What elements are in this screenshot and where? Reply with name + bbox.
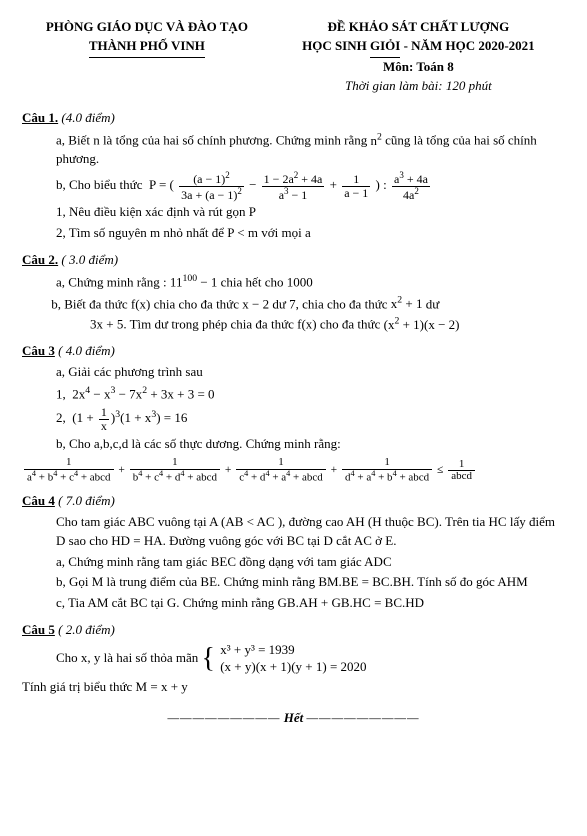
q4-points: ( 7.0 điểm) — [58, 493, 115, 508]
header-right: ĐỀ KHẢO SÁT CHẤT LƯỢNG HỌC SINH GIỎI - N… — [272, 18, 565, 95]
q5-ask: Tính giá trị biểu thức M = x + y — [22, 678, 565, 697]
document-footer: ————————— Hết ————————— — [22, 709, 565, 728]
q5-title: Câu 5 — [22, 622, 55, 637]
q2-b: b, Biết đa thức f(x) chia cho đa thức x … — [56, 294, 565, 334]
q2-points: ( 3.0 điểm) — [61, 252, 118, 267]
q2-title: Câu 2. — [22, 252, 58, 267]
duration: Thời gian làm bài: 120 phút — [272, 77, 565, 96]
q4-p1: Cho tam giác ABC vuông tại A (AB < AC ),… — [22, 513, 565, 551]
q1-b1: 1, Nêu điều kiện xác định và rút gọn P — [22, 203, 565, 222]
q5-given: Cho x, y là hai số thỏa mãn { x³ + y³ = … — [22, 642, 565, 676]
q3-inequality: 1a4 + b4 + c4 + abcd + 1b4 + c4 + d4 + a… — [22, 457, 565, 484]
q5-sys1: x³ + y³ = 1939 — [220, 642, 366, 659]
exam-title-1: ĐỀ KHẢO SÁT CHẤT LƯỢNG — [272, 18, 565, 37]
q2-a: a, Chứng minh rằng : 11100 − 1 chia hết … — [22, 272, 565, 292]
q4-a: a, Chứng minh rằng tam giác BEC đồng dạn… — [22, 553, 565, 572]
issuer-line1: PHÒNG GIÁO DỤC VÀ ĐÀO TẠO — [22, 18, 272, 37]
issuer-city: THÀNH PHỐ VINH — [89, 37, 205, 58]
q1-b2: 2, Tìm số nguyên m nhỏ nhất để P < m với… — [22, 224, 565, 243]
q4-title: Câu 4 — [22, 493, 55, 508]
q1-title: Câu 1. — [22, 110, 58, 125]
q1-points: (4.0 điểm) — [61, 110, 114, 125]
q5-points: ( 2.0 điểm) — [58, 622, 115, 637]
document-header: PHÒNG GIÁO DỤC VÀ ĐÀO TẠO THÀNH PHỐ VINH… — [22, 18, 565, 95]
q1-b: b, Cho biểu thức P = ( (a − 1)23a + (a −… — [22, 171, 565, 201]
question-2: Câu 2. ( 3.0 điểm) a, Chứng minh rằng : … — [22, 251, 565, 334]
q3-title: Câu 3 — [22, 343, 55, 358]
question-1: Câu 1. (4.0 điểm) a, Biết n là tổng của … — [22, 109, 565, 243]
q4-b: b, Gọi M là trung điểm của BE. Chứng min… — [22, 573, 565, 592]
header-left: PHÒNG GIÁO DỤC VÀ ĐÀO TẠO THÀNH PHỐ VINH — [22, 18, 272, 95]
q3-a: a, Giải các phương trình sau — [22, 363, 565, 382]
exam-title-2: HỌC SINH GIỎI - NĂM HỌC 2020-2021 — [272, 37, 565, 58]
q3-eq1: 1, 2x4 − x3 − 7x2 + 3x + 3 = 0 — [22, 384, 565, 404]
q4-c: c, Tia AM cắt BC tại G. Chứng minh rằng … — [22, 594, 565, 613]
q3-b: b, Cho a,b,c,d là các số thực dương. Chứ… — [22, 435, 565, 454]
q5-sys2: (x + y)(x + 1)(y + 1) = 2020 — [220, 659, 366, 676]
subject: Môn: Toán 8 — [272, 58, 565, 77]
question-4: Câu 4 ( 7.0 điểm) Cho tam giác ABC vuông… — [22, 492, 565, 613]
question-5: Câu 5 ( 2.0 điểm) Cho x, y là hai số thỏ… — [22, 621, 565, 696]
q3-points: ( 4.0 điểm) — [58, 343, 115, 358]
issuer-line2: THÀNH PHỐ VINH — [22, 37, 272, 58]
q1-a: a, Biết n là tổng của hai số chính phươn… — [22, 130, 565, 169]
question-3: Câu 3 ( 4.0 điểm) a, Giải các phương trì… — [22, 342, 565, 484]
q3-eq2: 2, (1 + 1x)3(1 + x3) = 16 — [22, 406, 565, 432]
